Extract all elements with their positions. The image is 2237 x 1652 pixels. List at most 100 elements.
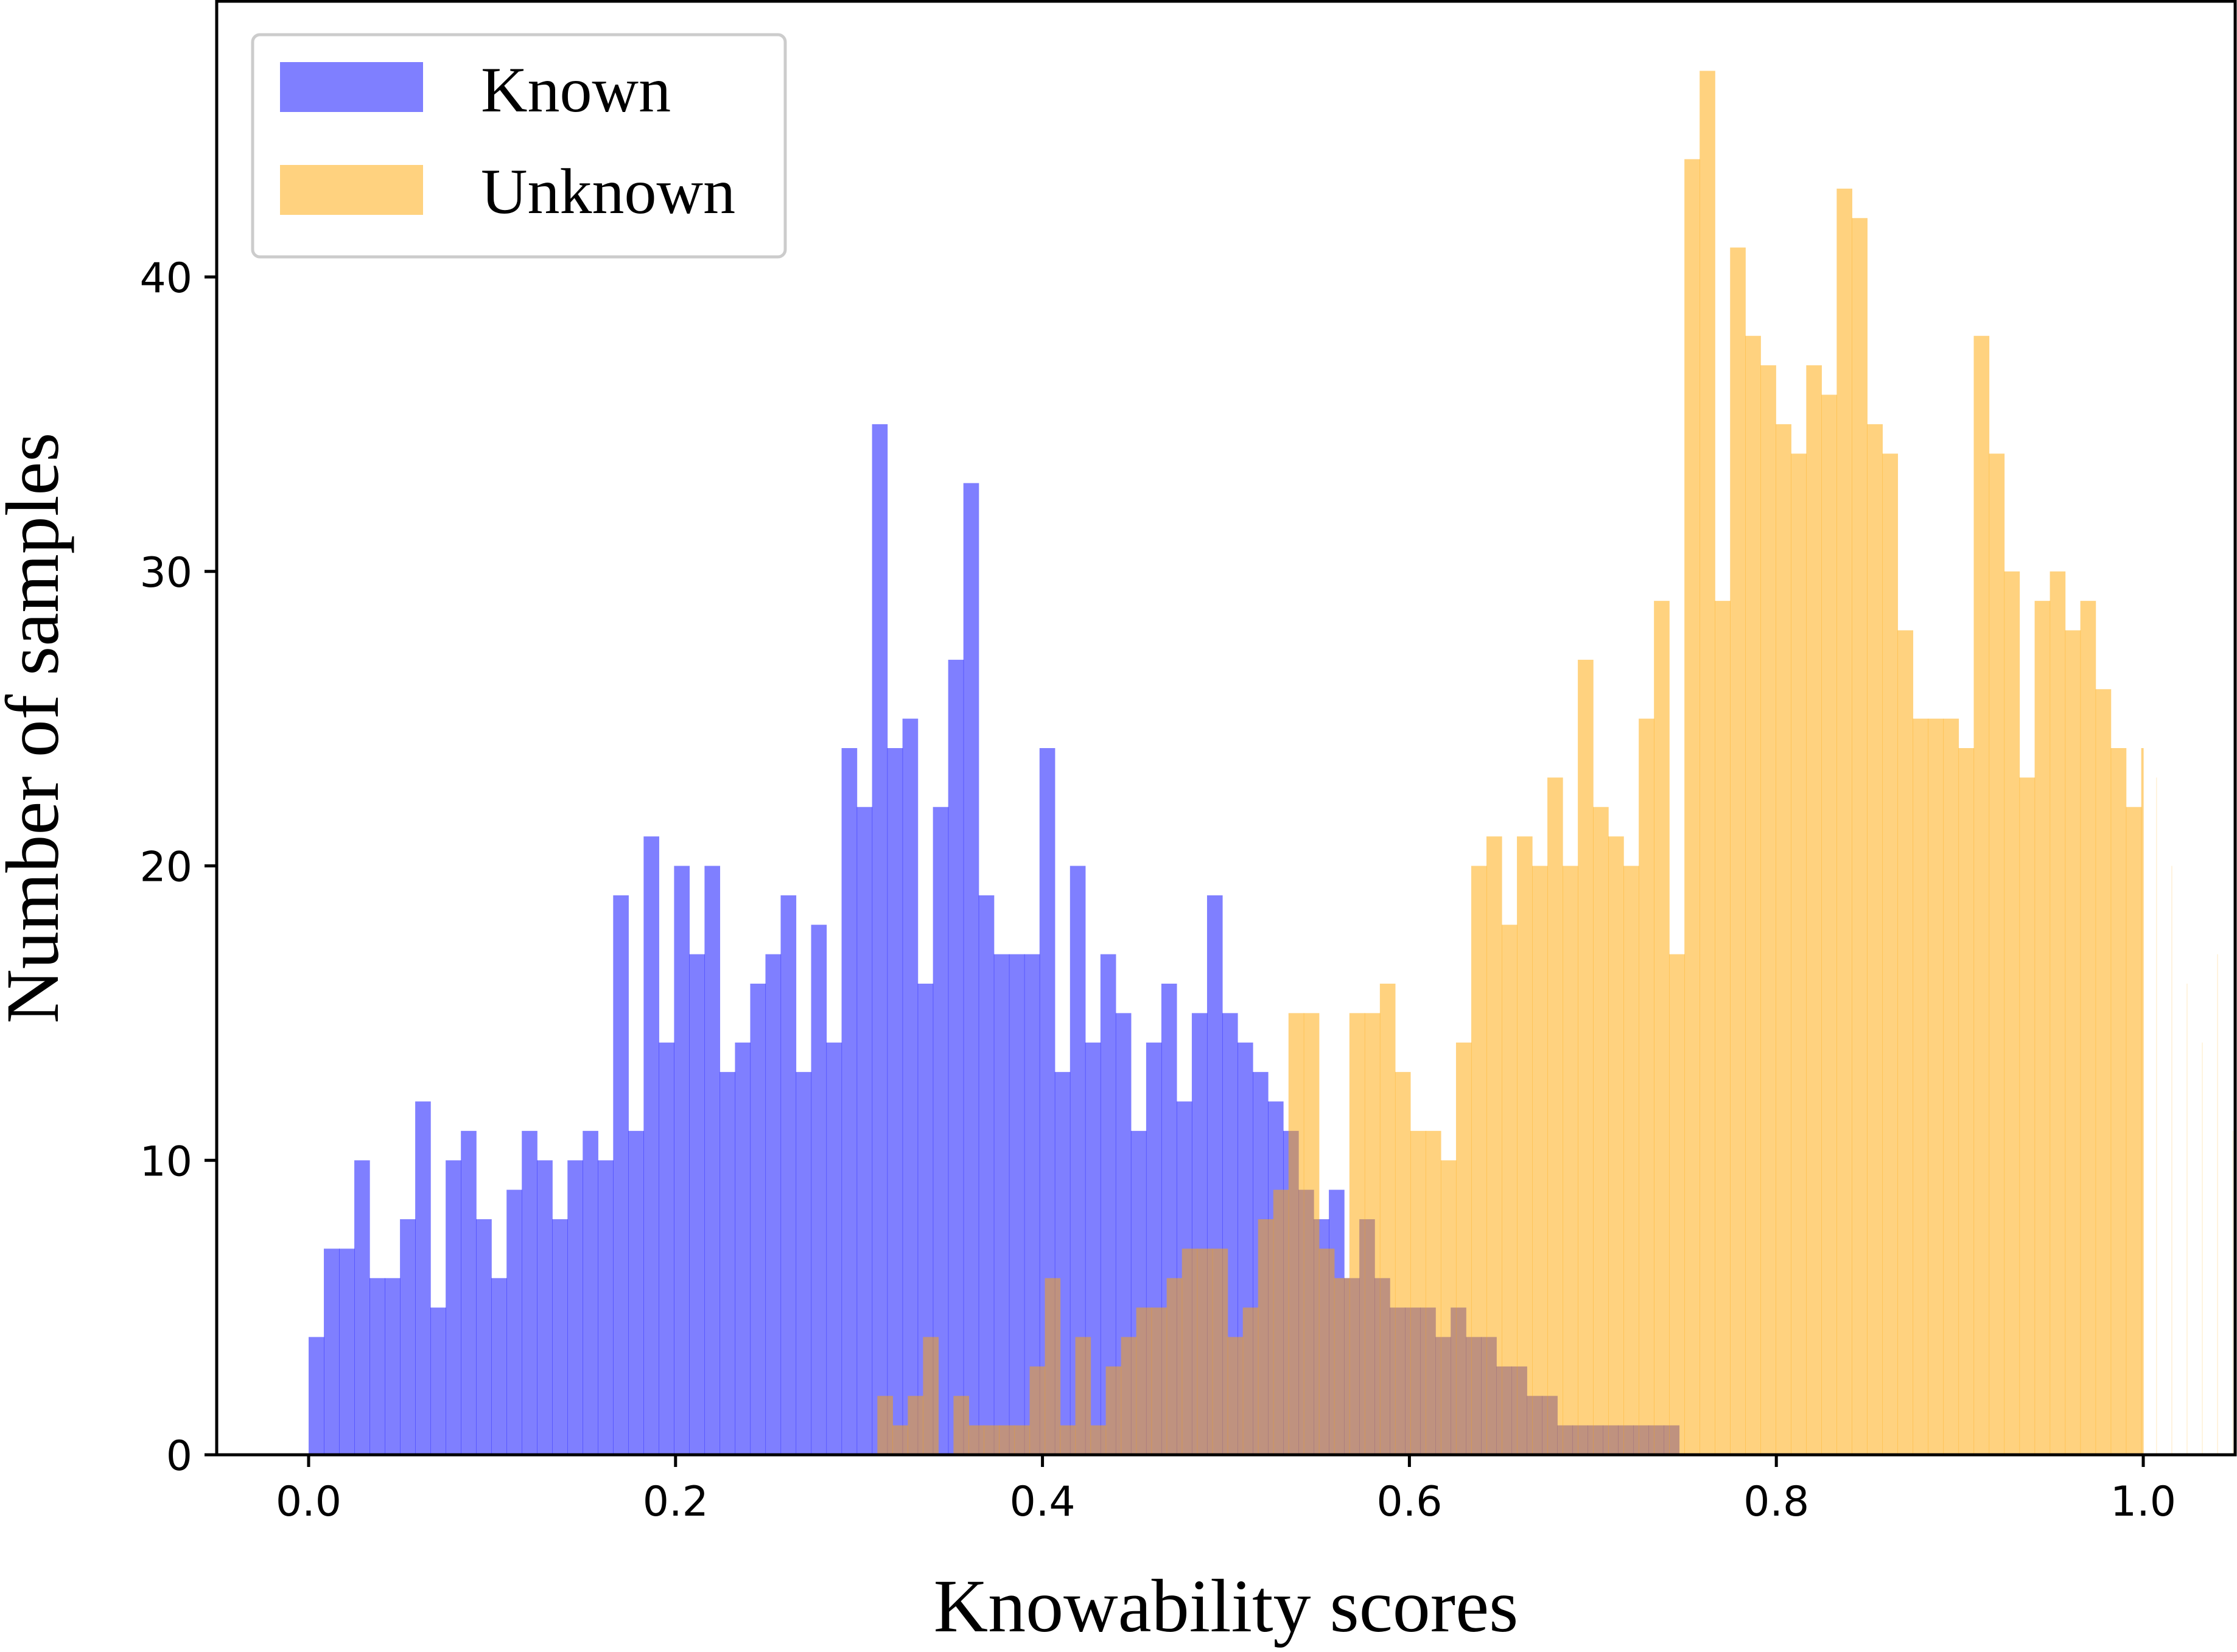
- known-bar: [796, 1072, 812, 1455]
- unknown-bar: [1943, 718, 1959, 1455]
- known-bar: [628, 1130, 644, 1455]
- known-bar: [765, 954, 782, 1455]
- unknown-bar: [2004, 571, 2020, 1455]
- unknown-bar: [1455, 1042, 1472, 1455]
- unknown-bar: [968, 1425, 985, 1455]
- unknown-bar: [2202, 1042, 2203, 1455]
- unknown-bar: [1075, 1337, 1091, 1455]
- unknown-bar: [2050, 571, 2066, 1455]
- known-bar: [522, 1130, 537, 1455]
- x-tick-label: 0.2: [643, 1478, 709, 1526]
- unknown-bar: [1014, 1425, 1031, 1455]
- unknown-bar: [1882, 453, 1899, 1455]
- unknown-bar: [1227, 1337, 1244, 1455]
- known-bar: [339, 1248, 355, 1455]
- known-bar: [704, 866, 721, 1455]
- unknown-bar: [1730, 247, 1746, 1455]
- known-bar: [537, 1160, 553, 1455]
- unknown-bar: [1212, 1248, 1228, 1455]
- known-bar: [856, 807, 873, 1455]
- unknown-bar: [1989, 453, 2005, 1455]
- unknown-bar: [1349, 1013, 1365, 1455]
- unknown-bar: [1136, 1307, 1152, 1455]
- y-tick-label: 20: [139, 844, 192, 892]
- unknown-bar: [1760, 365, 1776, 1455]
- known-bar: [735, 1042, 751, 1455]
- known-bar: [446, 1160, 461, 1455]
- unknown-bar: [1182, 1248, 1198, 1455]
- unknown-bar: [1608, 836, 1624, 1455]
- y-axis-title: Number of samples: [0, 432, 74, 1023]
- known-bar: [963, 483, 979, 1455]
- unknown-bar: [1425, 1130, 1441, 1455]
- unknown-bar: [2080, 601, 2096, 1455]
- known-bar: [674, 866, 690, 1455]
- known-bar: [369, 1278, 385, 1455]
- unknown-bar: [1334, 1278, 1350, 1455]
- unknown-bar: [1395, 1072, 1411, 1455]
- known-bar: [506, 1189, 522, 1455]
- unknown-bar: [1303, 1013, 1320, 1455]
- unknown-bar: [1151, 1307, 1168, 1455]
- unknown-bar: [1836, 188, 1852, 1455]
- known-bar: [841, 748, 858, 1455]
- known-bar: [993, 954, 1010, 1455]
- legend-label-known: Known: [481, 54, 671, 125]
- unknown-bar: [1318, 1248, 1335, 1455]
- unknown-series: [877, 71, 2233, 1455]
- known-bar: [583, 1130, 598, 1455]
- unknown-bar: [1502, 925, 1518, 1455]
- unknown-bar: [1928, 718, 1944, 1455]
- x-tick-label: 0.6: [1376, 1478, 1442, 1526]
- unknown-bar: [1364, 1013, 1381, 1455]
- known-bar: [476, 1219, 492, 1455]
- unknown-bar: [1684, 159, 1700, 1455]
- known-bar: [719, 1072, 736, 1455]
- unknown-bar: [2126, 807, 2142, 1455]
- x-axis-title: Knowability scores: [934, 1564, 1519, 1648]
- unknown-bar: [1913, 718, 1929, 1455]
- unknown-bar: [1852, 218, 1868, 1455]
- unknown-bar: [2141, 748, 2144, 1455]
- unknown-bar: [1258, 1219, 1274, 1455]
- known-bar: [400, 1219, 416, 1455]
- unknown-bar: [1654, 601, 1670, 1455]
- known-bar: [354, 1160, 370, 1455]
- unknown-bar: [892, 1425, 908, 1455]
- unknown-bar: [1715, 601, 1731, 1455]
- y-tick-label: 40: [139, 254, 192, 303]
- unknown-bar: [1471, 866, 1487, 1455]
- unknown-bar: [1547, 777, 1563, 1455]
- unknown-bar: [1700, 71, 1715, 1455]
- unknown-bar: [999, 1425, 1015, 1455]
- y-tick-label: 10: [139, 1138, 192, 1186]
- known-bar: [643, 836, 659, 1455]
- unknown-bar: [953, 1396, 970, 1455]
- known-bar: [1009, 954, 1025, 1455]
- x-tick-label: 0.0: [276, 1478, 341, 1526]
- unknown-bar: [1273, 1189, 1289, 1455]
- unknown-bar: [1821, 394, 1837, 1455]
- known-bar: [978, 895, 995, 1455]
- unknown-bar: [1121, 1337, 1137, 1455]
- legend-label-unknown: Unknown: [481, 156, 735, 227]
- known-bar: [613, 895, 629, 1455]
- unknown-bar: [1105, 1366, 1122, 1455]
- unknown-bar: [1242, 1307, 1259, 1455]
- unknown-bar: [1806, 365, 1822, 1455]
- known-bar: [826, 1042, 842, 1455]
- legend-swatch-unknown: [280, 165, 423, 215]
- known-bar: [552, 1219, 568, 1455]
- unknown-bar: [984, 1425, 1000, 1455]
- y-tick-label: 0: [166, 1432, 192, 1480]
- legend-swatch-known: [280, 62, 423, 112]
- unknown-bar: [877, 1396, 893, 1455]
- known-bar: [567, 1160, 583, 1455]
- x-tick-label: 0.4: [1010, 1478, 1076, 1526]
- y-axis: 0 10 20 30 40: [139, 254, 217, 1480]
- known-bar: [324, 1248, 340, 1455]
- unknown-bar: [923, 1337, 939, 1455]
- unknown-bar: [1593, 807, 1609, 1455]
- unknown-bar: [1669, 954, 1685, 1455]
